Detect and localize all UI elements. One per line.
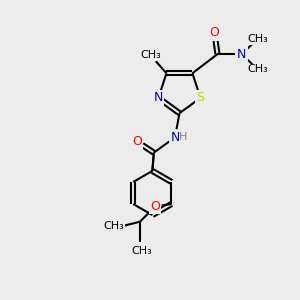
Text: CH₃: CH₃ xyxy=(104,221,124,231)
Text: O: O xyxy=(210,26,219,39)
Text: S: S xyxy=(196,92,204,104)
Text: H: H xyxy=(179,132,188,142)
Text: CH₃: CH₃ xyxy=(131,246,152,256)
Text: CH₃: CH₃ xyxy=(248,64,268,74)
Text: O: O xyxy=(150,200,160,213)
Text: CH₃: CH₃ xyxy=(140,50,160,60)
Text: O: O xyxy=(132,135,142,148)
Text: CH₃: CH₃ xyxy=(248,34,268,44)
Text: N: N xyxy=(154,92,163,104)
Text: N: N xyxy=(170,131,180,144)
Text: N: N xyxy=(237,48,246,61)
